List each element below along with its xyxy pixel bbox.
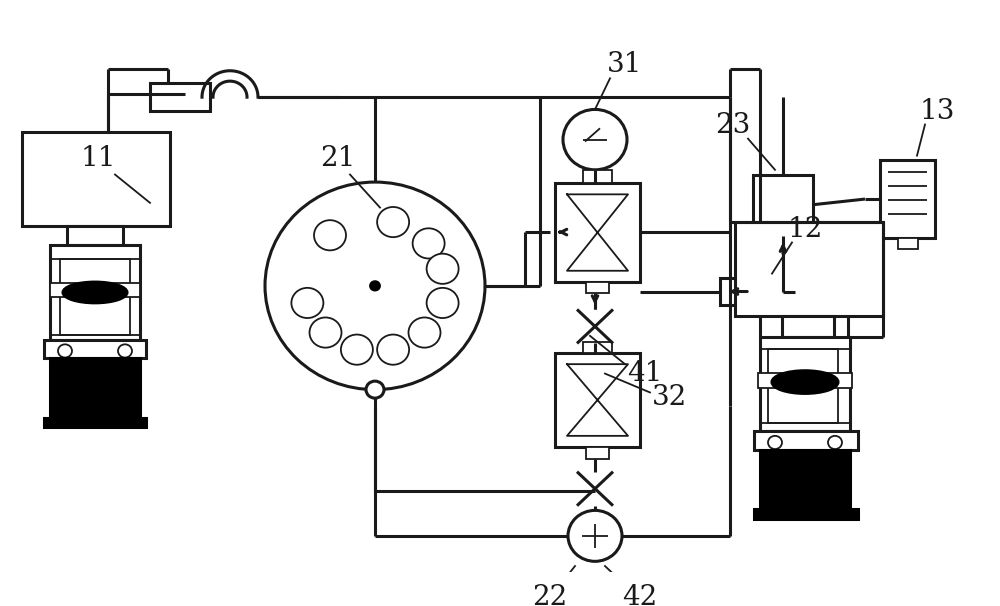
Bar <box>150 83 210 112</box>
Bar <box>60 259 130 335</box>
Text: 31: 31 <box>607 51 643 78</box>
Text: 22: 22 <box>532 584 568 606</box>
Bar <box>583 342 612 353</box>
Circle shape <box>265 182 485 390</box>
Circle shape <box>314 220 346 250</box>
Text: 11: 11 <box>80 145 116 172</box>
Bar <box>735 222 883 316</box>
Bar <box>44 418 146 427</box>
Text: 12: 12 <box>787 216 823 243</box>
Circle shape <box>291 288 323 318</box>
Text: 23: 23 <box>715 112 751 139</box>
Bar <box>44 339 146 359</box>
Bar <box>754 431 858 450</box>
Bar <box>50 245 140 339</box>
Bar <box>50 283 140 297</box>
Bar <box>67 227 123 245</box>
Bar <box>583 170 612 183</box>
Circle shape <box>366 381 384 398</box>
Text: 41: 41 <box>627 360 663 387</box>
Circle shape <box>427 288 459 318</box>
Circle shape <box>118 344 132 358</box>
Bar <box>768 349 838 422</box>
Bar <box>898 238 918 249</box>
Bar <box>22 132 170 227</box>
Bar <box>586 447 609 459</box>
Bar <box>586 282 609 293</box>
Circle shape <box>427 254 459 284</box>
Bar <box>555 353 640 447</box>
Bar <box>760 450 850 511</box>
Circle shape <box>828 436 842 449</box>
Text: 13: 13 <box>919 98 955 125</box>
Circle shape <box>563 110 627 170</box>
Text: 42: 42 <box>622 584 658 606</box>
Bar <box>782 316 834 337</box>
Bar <box>720 278 795 305</box>
Bar <box>754 510 858 519</box>
Circle shape <box>768 436 782 449</box>
Circle shape <box>413 228 445 259</box>
Circle shape <box>377 207 409 237</box>
Bar <box>50 359 140 420</box>
Bar <box>555 183 640 282</box>
Bar <box>753 175 813 236</box>
Text: 32: 32 <box>652 384 688 411</box>
Bar <box>760 337 850 431</box>
Circle shape <box>568 510 622 561</box>
Text: 21: 21 <box>320 145 356 172</box>
Circle shape <box>341 335 373 365</box>
Circle shape <box>377 335 409 365</box>
Bar <box>588 170 602 183</box>
Circle shape <box>408 318 440 348</box>
Bar <box>758 373 852 388</box>
Circle shape <box>310 318 342 348</box>
Ellipse shape <box>63 282 127 303</box>
Bar <box>880 161 935 238</box>
Circle shape <box>58 344 72 358</box>
Circle shape <box>370 281 380 290</box>
Ellipse shape <box>772 371 838 393</box>
